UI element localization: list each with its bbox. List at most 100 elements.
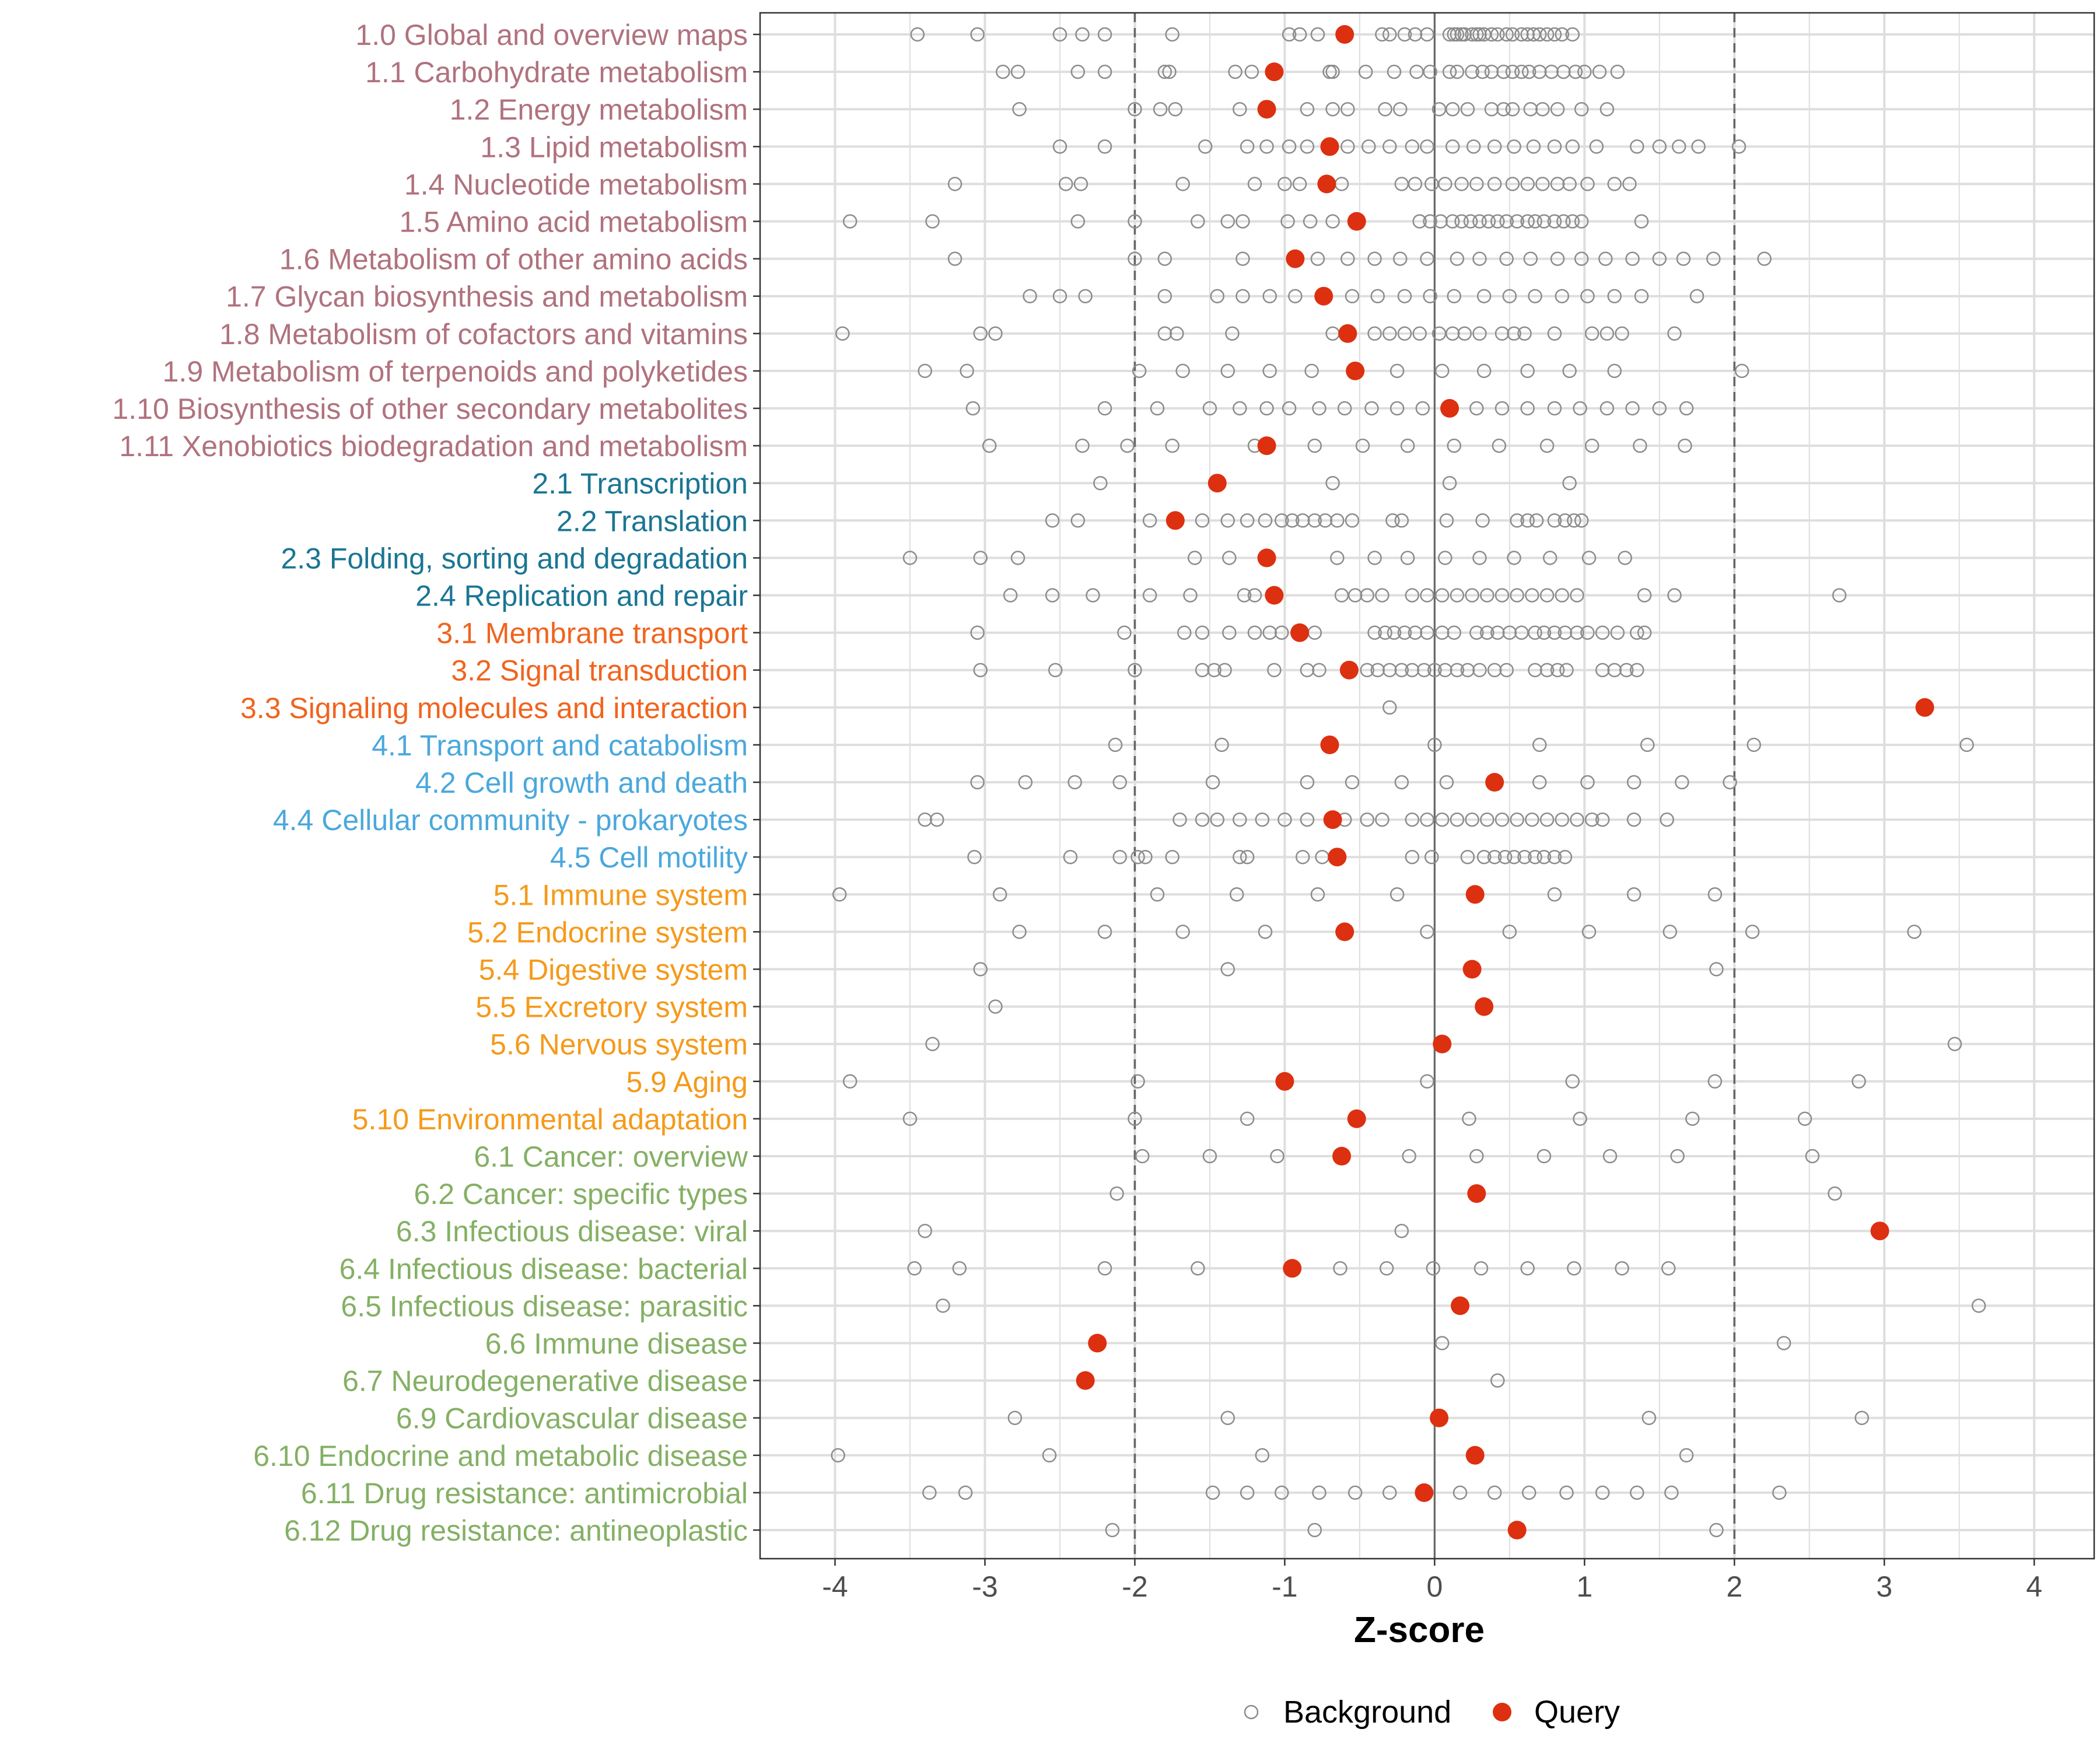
background-point xyxy=(1128,102,1142,117)
background-point xyxy=(1387,625,1402,640)
category-label: 1.0 Global and overview maps xyxy=(355,19,748,51)
background-point xyxy=(1312,401,1326,416)
background-point xyxy=(1505,27,1520,42)
background-point xyxy=(1854,1410,1869,1425)
background-point xyxy=(1382,1485,1397,1500)
background-point xyxy=(1162,64,1177,79)
background-point xyxy=(1375,27,1390,42)
background-point xyxy=(1707,887,1723,902)
background-point xyxy=(1153,102,1168,117)
background-point xyxy=(1463,214,1478,229)
background-point xyxy=(1177,625,1192,640)
background-point xyxy=(1550,102,1565,117)
background-point xyxy=(1476,849,1492,864)
background-point xyxy=(1259,139,1274,154)
background-point xyxy=(1662,925,1678,939)
background-point xyxy=(1397,625,1412,640)
background-point xyxy=(1472,551,1487,565)
background-point xyxy=(1520,27,1535,42)
legend-background-symbol xyxy=(1244,1704,1259,1720)
background-point xyxy=(1175,925,1190,939)
background-point xyxy=(1360,588,1374,603)
background-point xyxy=(1558,625,1573,640)
legend: Background Query xyxy=(1244,1695,1620,1730)
background-point xyxy=(1528,214,1542,229)
background-point xyxy=(1420,139,1434,154)
background-point xyxy=(1280,214,1295,229)
query-point xyxy=(1347,212,1366,231)
background-point xyxy=(1454,177,1469,191)
background-point xyxy=(1497,849,1513,864)
background-point xyxy=(1447,438,1462,453)
background-point xyxy=(1600,326,1615,341)
background-point xyxy=(1075,27,1090,42)
query-point xyxy=(1338,324,1357,343)
background-point xyxy=(1304,363,1319,379)
background-point xyxy=(1630,139,1644,154)
background-point xyxy=(1202,1149,1217,1164)
background-point xyxy=(1325,214,1340,229)
background-point xyxy=(1417,663,1432,677)
category-label: 2.4 Replication and repair xyxy=(415,580,748,612)
background-point xyxy=(1581,925,1597,939)
background-point xyxy=(1045,588,1060,603)
background-point xyxy=(982,438,997,453)
background-point xyxy=(1523,251,1538,266)
background-point xyxy=(1337,401,1352,416)
background-point xyxy=(1255,1448,1270,1463)
category-label: 6.1 Cancer: overview xyxy=(474,1140,748,1173)
background-point xyxy=(1685,1111,1700,1126)
background-point xyxy=(1187,551,1202,565)
background-point xyxy=(1615,1261,1629,1276)
background-point xyxy=(1390,887,1405,902)
background-point xyxy=(1547,513,1562,528)
background-point xyxy=(1427,663,1442,677)
background-point xyxy=(1535,177,1550,191)
background-point xyxy=(842,1074,858,1089)
background-point xyxy=(1362,139,1376,154)
background-point xyxy=(1480,625,1494,640)
category-label: 6.2 Cancer: specific types xyxy=(414,1178,748,1210)
background-point xyxy=(996,64,1010,79)
background-point xyxy=(1626,812,1642,827)
background-point xyxy=(1502,625,1517,640)
background-point xyxy=(1348,588,1363,603)
background-point xyxy=(1068,775,1082,790)
background-point xyxy=(1772,1485,1787,1500)
background-point xyxy=(1420,925,1434,939)
background-point xyxy=(1507,849,1521,864)
background-point xyxy=(1408,177,1423,191)
category-label: 1.1 Carbohydrate metabolism xyxy=(365,56,748,89)
category-label: 4.4 Cellular community - prokaryotes xyxy=(273,804,748,836)
background-point xyxy=(1971,1298,1986,1313)
background-point xyxy=(1325,475,1340,491)
background-point xyxy=(1595,625,1610,640)
query-point xyxy=(1320,137,1339,156)
horizontal-gridlines xyxy=(760,33,2094,1531)
background-point xyxy=(1240,849,1255,864)
query-point xyxy=(1335,922,1354,942)
query-point xyxy=(1433,1034,1452,1054)
background-point xyxy=(1325,64,1340,79)
background-point xyxy=(1469,177,1484,191)
background-point xyxy=(1375,812,1390,827)
background-point xyxy=(1622,177,1637,191)
background-point xyxy=(1292,27,1307,42)
category-label: 6.3 Infectious disease: viral xyxy=(396,1215,748,1248)
background-point xyxy=(1574,102,1589,117)
background-point xyxy=(1010,64,1026,79)
query-point xyxy=(1467,1184,1486,1203)
background-point xyxy=(1570,812,1584,827)
background-point xyxy=(1547,326,1562,341)
background-point xyxy=(1525,812,1539,827)
background-point xyxy=(1438,551,1452,565)
category-label: 2.2 Translation xyxy=(556,505,748,537)
background-point xyxy=(1494,588,1510,603)
background-point xyxy=(1615,326,1629,341)
query-point xyxy=(1076,1371,1095,1390)
background-point xyxy=(1510,214,1524,229)
background-point xyxy=(988,999,1003,1014)
background-point xyxy=(1310,251,1325,266)
background-point xyxy=(1345,289,1360,303)
background-point xyxy=(1507,551,1521,565)
